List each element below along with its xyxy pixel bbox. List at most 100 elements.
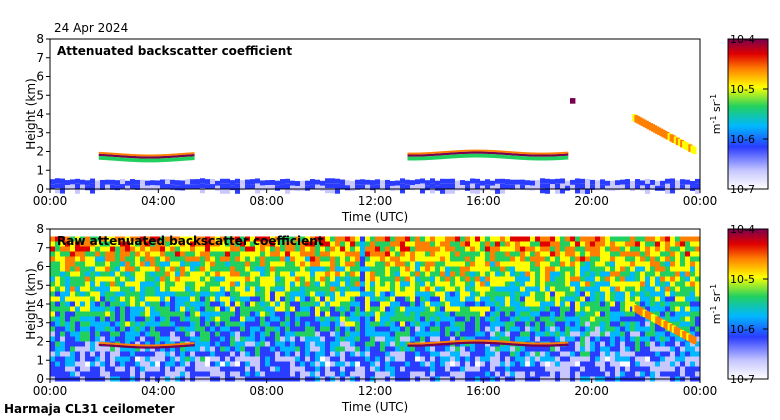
noise-cell (470, 281, 475, 287)
noise-cell (240, 266, 245, 272)
noise-cell (205, 296, 210, 302)
noise-cell (505, 236, 510, 242)
noise-cell (175, 276, 180, 282)
noise-cell (95, 346, 100, 352)
noise-cell (175, 361, 180, 367)
layer-cell (100, 343, 104, 347)
noise-cell (305, 246, 310, 252)
noise-cell (445, 331, 450, 337)
noise-cell (360, 321, 365, 327)
descending-layer-cell (644, 120, 649, 129)
noise-cell (575, 361, 580, 367)
noise-cell (75, 251, 80, 257)
noise-cell (130, 361, 135, 367)
noise-cell (575, 366, 580, 372)
noise-cell (60, 246, 65, 252)
noise-cell (605, 246, 610, 252)
noise-cell (200, 266, 205, 272)
noise-cell (190, 351, 195, 357)
noise-cell (530, 266, 535, 272)
noise-cell (650, 286, 655, 292)
noise-cell (650, 256, 655, 262)
noise-cell (515, 371, 520, 377)
noise-cell (365, 321, 370, 327)
noise-cell (335, 331, 340, 337)
noise-cell (525, 326, 530, 332)
noise-cell (220, 251, 225, 257)
noise-cell (575, 246, 580, 252)
noise-cell (470, 251, 475, 257)
noise-cell (425, 306, 430, 312)
noise-cell (150, 276, 155, 282)
noise-cell (145, 276, 150, 282)
layer-cell (437, 155, 441, 160)
noise-cell (665, 336, 670, 342)
noise-cell (185, 306, 190, 312)
noise-cell (640, 276, 645, 282)
boundary-layer-cell (505, 179, 510, 185)
noise-cell (455, 271, 460, 277)
noise-cell (65, 326, 70, 332)
boundary-layer-cell (185, 179, 190, 185)
layer-cell (427, 154, 430, 157)
noise-cell (115, 261, 120, 267)
noise-cell (285, 286, 290, 292)
noise-cell (210, 301, 215, 307)
noise-cell (165, 366, 170, 372)
noise-cell (535, 361, 540, 367)
noise-cell (620, 301, 625, 307)
noise-cell (450, 356, 455, 362)
noise-cell (210, 291, 215, 297)
noise-cell (325, 311, 330, 317)
noise-cell (270, 356, 275, 362)
noise-cell (295, 261, 300, 267)
noise-cell (120, 361, 125, 367)
noise-cell (615, 346, 620, 352)
noise-cell (245, 336, 250, 342)
colorbar-tick-label: 10-7 (730, 373, 755, 386)
noise-cell (325, 266, 330, 272)
layer-cell (107, 156, 111, 161)
y-tick-label: 0 (36, 182, 44, 196)
layer-cell (437, 153, 441, 156)
noise-cell (100, 236, 105, 242)
noise-cell (410, 311, 415, 317)
boundary-layer-cell (565, 180, 570, 186)
noise-cell (60, 266, 65, 272)
layer-cell (450, 152, 454, 155)
noise-cell (365, 296, 370, 302)
noise-cell (165, 351, 170, 357)
noise-cell (645, 256, 650, 262)
noise-cell (460, 236, 465, 242)
noise-cell (690, 321, 695, 327)
noise-cell (325, 371, 330, 377)
noise-cell (415, 366, 420, 372)
noise-cell (510, 281, 515, 287)
boundary-layer-cell (270, 184, 275, 190)
noise-cell (75, 261, 80, 267)
layer-cell (476, 149, 480, 152)
noise-cell (335, 301, 340, 307)
descending-layer-cell (673, 136, 678, 144)
noise-cell (90, 246, 95, 252)
noise-cell (240, 336, 245, 342)
noise-cell (470, 276, 475, 282)
noise-cell (420, 351, 425, 357)
noise-cell (645, 356, 650, 362)
layer-cell (435, 153, 439, 156)
boundary-layer-cell (235, 183, 240, 189)
noise-cell (600, 281, 605, 287)
noise-cell (225, 256, 230, 262)
y-tick-label: 3 (36, 316, 44, 330)
noise-cell (465, 336, 470, 342)
noise-cell (75, 241, 80, 247)
noise-cell (375, 361, 380, 367)
noise-cell (110, 246, 115, 252)
noise-cell (135, 311, 140, 317)
noise-cell (695, 351, 700, 357)
noise-cell (430, 321, 435, 327)
boundary-layer-cell (265, 185, 270, 191)
boundary-layer-cell (95, 180, 100, 186)
noise-cell (60, 336, 65, 342)
noise-cell (255, 281, 260, 287)
